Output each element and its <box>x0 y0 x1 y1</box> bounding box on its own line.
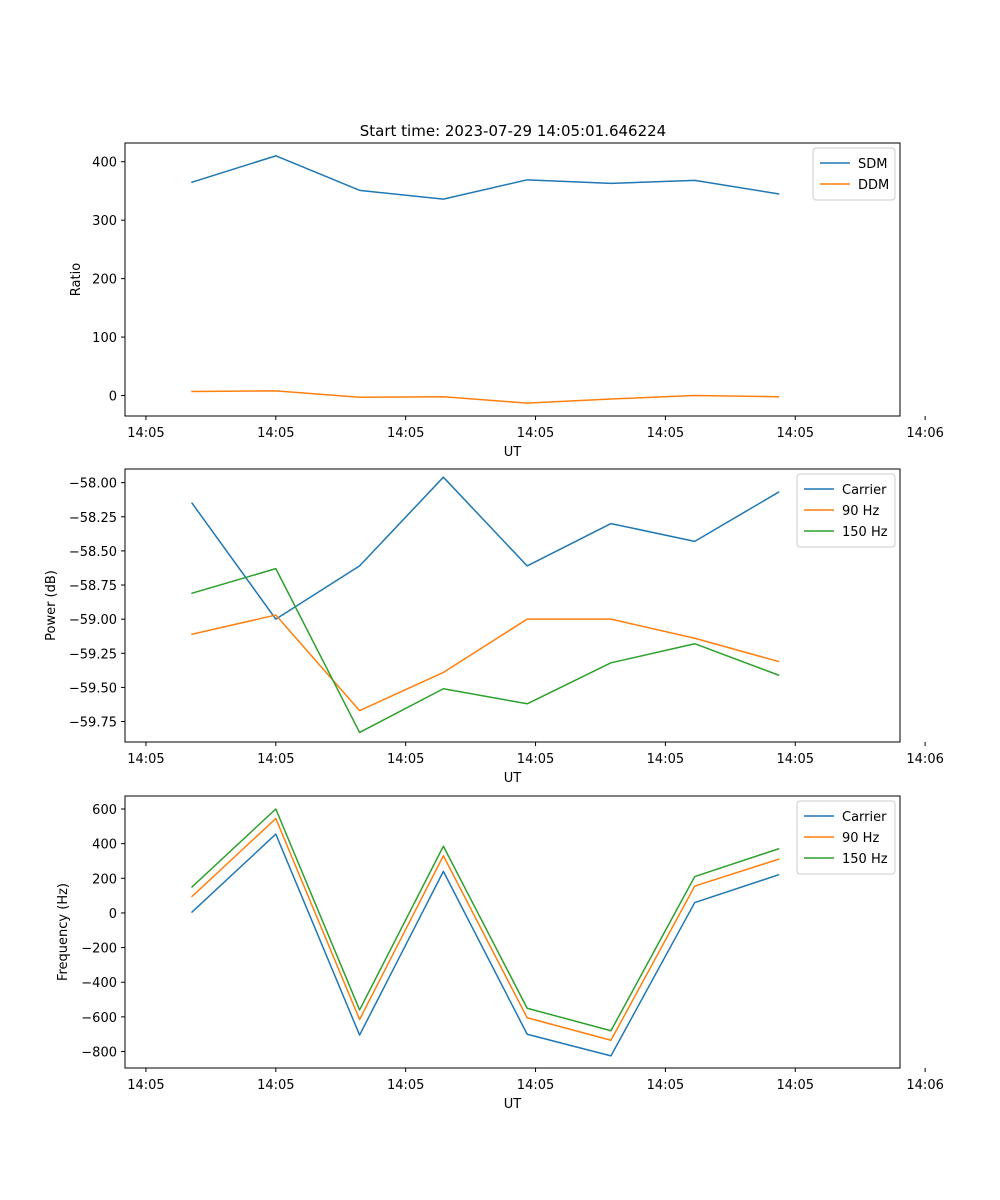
frequency-y-tick-label: 200 <box>92 872 117 887</box>
frequency-series-150-hz-line <box>190 808 780 1032</box>
frequency-x-tick-label: 14:05 <box>387 1078 424 1093</box>
power-x-axis-label: UT <box>504 771 522 786</box>
frequency-y-tick-label: 0 <box>109 907 117 922</box>
frequency-x-tick-label: 14:06 <box>906 1078 943 1093</box>
power-y-tick-label: −59.00 <box>69 613 117 628</box>
ratio-y-tick-label: 300 <box>92 214 117 229</box>
ratio-x-tick-label: 14:05 <box>257 426 294 441</box>
frequency-legend-label-carrier: Carrier <box>842 810 887 825</box>
power-y-tick-label: −58.50 <box>69 545 117 560</box>
ratio-y-tick-label: 100 <box>92 331 117 346</box>
frequency-series-carrier-line <box>190 833 780 1057</box>
power-x-tick-label: 14:05 <box>647 752 684 767</box>
power-y-tick-label: −58.75 <box>69 579 117 594</box>
frequency-x-tick-label: 14:05 <box>127 1078 164 1093</box>
power-legend-box <box>796 473 896 548</box>
frequency-y-tick-label: −600 <box>81 1011 117 1026</box>
frequency-axes-frame <box>124 795 901 1069</box>
figure-title: Start time: 2023-07-29 14:05:01.646224 <box>360 122 666 140</box>
ratio-y-tick-label: 400 <box>92 156 117 171</box>
ratio-series-ddm-line <box>191 390 780 404</box>
power-y-tick-label: −59.25 <box>69 647 117 662</box>
frequency-x-tick-label: 14:05 <box>777 1078 814 1093</box>
power-legend-label-150-hz: 150 Hz <box>842 525 888 540</box>
power-legend: Carrier 90 Hz 150 Hz <box>796 473 896 548</box>
power-legend-label-90-hz: 90 Hz <box>842 504 879 519</box>
ratio-x-tick-label: 14:05 <box>387 426 424 441</box>
power-x-tick-label: 14:05 <box>257 752 294 767</box>
power-panel: 14:05 14:05 14:05 14:05 14:05 14:05 14:06 −58.0… <box>44 468 944 786</box>
frequency-y-tick-label: −200 <box>81 942 117 957</box>
frequency-y-tick-label: 600 <box>92 803 117 818</box>
power-y-axis-label: Power (dB) <box>44 570 59 641</box>
ratio-x-tick-label: 14:05 <box>517 426 554 441</box>
power-series-carrier-line <box>190 476 780 620</box>
ratio-x-axis-label: UT <box>504 445 522 460</box>
frequency-legend-label-150-hz: 150 Hz <box>842 852 888 867</box>
frequency-legend-label-90-hz: 90 Hz <box>842 831 879 846</box>
ratio-series-sdm-line <box>191 155 780 200</box>
frequency-y-tick-label: −800 <box>81 1046 117 1061</box>
ratio-legend: SDM DDM <box>812 147 896 201</box>
power-y-tick-label: −58.00 <box>69 477 117 492</box>
ratio-legend-label-sdm: SDM <box>858 157 887 172</box>
power-x-tick-label: 14:05 <box>777 752 814 767</box>
power-legend-label-carrier: Carrier <box>842 483 887 498</box>
frequency-y-tick-label: 400 <box>92 838 117 853</box>
power-y-tick-label: −58.25 <box>69 511 117 526</box>
ratio-y-tick-label: 200 <box>92 273 117 288</box>
power-x-tick-label: 14:06 <box>906 752 943 767</box>
power-x-tick-label: 14:05 <box>517 752 554 767</box>
frequency-x-tick-label: 14:05 <box>517 1078 554 1093</box>
power-y-tick-label: −59.75 <box>69 716 117 731</box>
frequency-series-90-hz-line <box>190 817 780 1042</box>
power-series-90-hz-line <box>191 614 780 712</box>
frequency-x-axis-label: UT <box>504 1097 522 1112</box>
power-y-tick-label: −59.50 <box>69 681 117 696</box>
power-series-150-hz-line <box>191 567 780 734</box>
power-axes-frame <box>124 468 901 743</box>
ratio-legend-box <box>812 147 896 201</box>
ratio-y-tick-label: 0 <box>109 390 117 405</box>
frequency-y-tick-label: −400 <box>81 976 117 991</box>
ratio-x-tick-label: 14:05 <box>127 426 164 441</box>
frequency-panel: 14:05 14:05 14:05 14:05 14:05 14:05 14:06 600 40… <box>56 795 944 1112</box>
power-x-tick-label: 14:05 <box>387 752 424 767</box>
frequency-x-tick-label: 14:05 <box>647 1078 684 1093</box>
power-x-tick-label: 14:05 <box>127 752 164 767</box>
ratio-x-tick-label: 14:05 <box>647 426 684 441</box>
ratio-y-axis-label: Ratio <box>69 263 84 296</box>
ratio-x-tick-label: 14:05 <box>777 426 814 441</box>
ratio-legend-label-ddm: DDM <box>858 178 889 193</box>
frequency-legend-box <box>796 800 896 875</box>
frequency-legend: Carrier 90 Hz 150 Hz <box>796 800 896 875</box>
ratio-x-tick-label: 14:06 <box>906 426 943 441</box>
ratio-panel: 14:05 14:05 14:05 14:05 14:05 14:05 14:06 0 100 2… <box>69 142 944 460</box>
frequency-y-axis-label: Frequency (Hz) <box>56 883 71 981</box>
ratio-axes-frame <box>124 142 901 417</box>
frequency-x-tick-label: 14:05 <box>257 1078 294 1093</box>
